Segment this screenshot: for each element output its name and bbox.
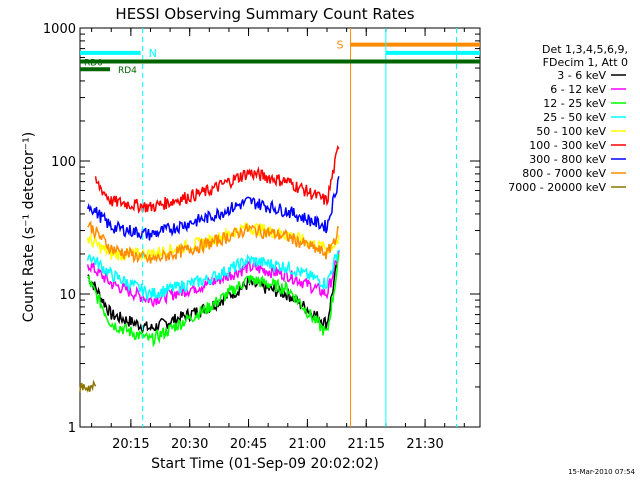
legend-entry-label: 800 - 7000 keV <box>522 167 606 180</box>
x-axis: 20:15 20:30 20:45 21:00 21:15 21:30 <box>91 28 465 452</box>
y-axis: 1 10 100 1000 <box>43 22 480 436</box>
legend-entry-label: 300 - 800 keV <box>529 153 606 166</box>
legend-entry-label: 100 - 300 keV <box>529 139 606 152</box>
legend: Det 1,3,4,5,6,9,FDecim 1, Att 03 - 6 keV… <box>508 43 628 194</box>
legend-entry-label: 50 - 100 keV <box>536 125 606 138</box>
rd0-label: RD0 <box>84 58 103 68</box>
markers-layer: N S RD0 RD4 <box>80 28 480 427</box>
x-tick-label: 21:15 <box>348 437 385 452</box>
legend-entry-label: 12 - 25 keV <box>543 97 606 110</box>
y-tick-label: 100 <box>51 155 76 170</box>
legend-entry-label: 3 - 6 keV <box>557 69 606 82</box>
series-line <box>87 220 340 264</box>
y-axis-label: Count Rate (s⁻¹ detector⁻¹) <box>21 132 37 322</box>
chart-title: HESSI Observing Summary Count Rates <box>115 5 414 23</box>
series-line <box>87 254 340 348</box>
legend-header-line: FDecim 1, Att 0 <box>543 56 628 69</box>
y-tick-label: 1000 <box>43 22 76 37</box>
series-line <box>79 379 97 393</box>
footer-timestamp: 15-Mar-2010 07:54 <box>568 468 635 476</box>
legend-entry-label: 25 - 50 keV <box>543 111 606 124</box>
y-tick-label: 1 <box>68 421 76 436</box>
legend-header-line: Det 1,3,4,5,6,9, <box>542 43 628 56</box>
night-label: N <box>149 47 157 60</box>
legend-entry-label: 6 - 12 keV <box>550 83 606 96</box>
x-tick-label: 20:30 <box>171 437 208 452</box>
saa-label: S <box>337 39 344 52</box>
x-tick-label: 20:15 <box>112 437 149 452</box>
series-line <box>94 144 340 214</box>
series-layer <box>79 144 340 393</box>
x-axis-label: Start Time (01-Sep-09 20:02:02) <box>151 456 379 472</box>
x-tick-label: 21:00 <box>289 437 326 452</box>
x-tick-label: 20:45 <box>230 437 267 452</box>
rd4-label: RD4 <box>118 66 137 76</box>
plot-frame <box>79 27 481 428</box>
x-tick-label: 21:30 <box>406 437 443 452</box>
legend-entry-label: 7000 - 20000 keV <box>508 181 606 194</box>
series-line <box>86 249 340 302</box>
series-line <box>86 176 340 241</box>
y-tick-label: 10 <box>59 288 76 303</box>
